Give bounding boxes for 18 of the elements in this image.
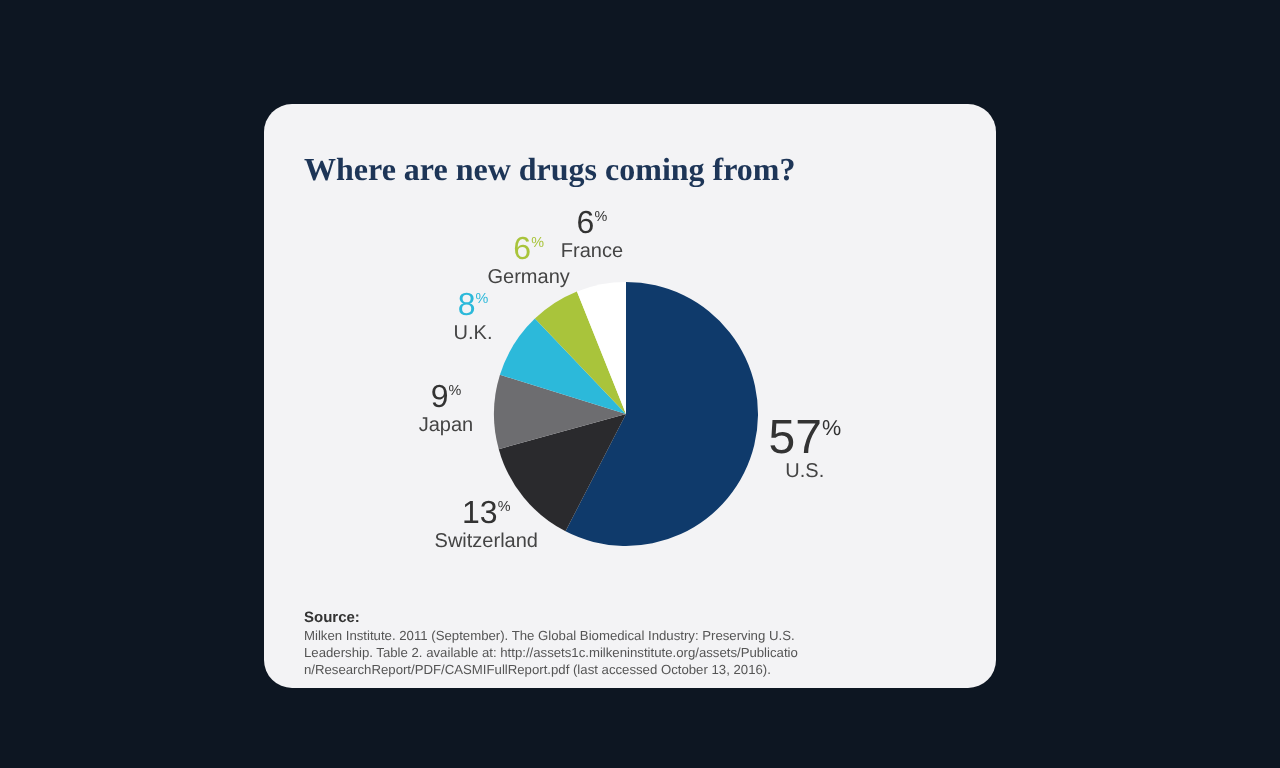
data-label: 6$^{%}$ [576, 207, 609, 242]
slice-label: Germany [487, 266, 570, 289]
pie-slice [499, 318, 626, 414]
slice-label: France [560, 241, 624, 264]
data-label: 9$^{%}$ [430, 381, 463, 416]
data-label: 8$^{%}$ [457, 289, 490, 324]
data-label: 57$^{%}$ [768, 411, 842, 466]
slice-label: U.K. [453, 323, 493, 346]
data-label: 13$^{%}$ [462, 497, 512, 532]
chart-title: Where are new drugs coming from? [304, 154, 796, 188]
slice-label: U.S. [785, 461, 825, 484]
slice-label: Switzerland [434, 531, 538, 554]
pie-slice [494, 374, 626, 450]
slice-label: Japan [418, 415, 474, 438]
pie-slice [576, 282, 626, 414]
data-label: 6$^{%}$ [513, 232, 546, 267]
pie-slice [534, 291, 626, 414]
pie-slice [498, 414, 626, 532]
